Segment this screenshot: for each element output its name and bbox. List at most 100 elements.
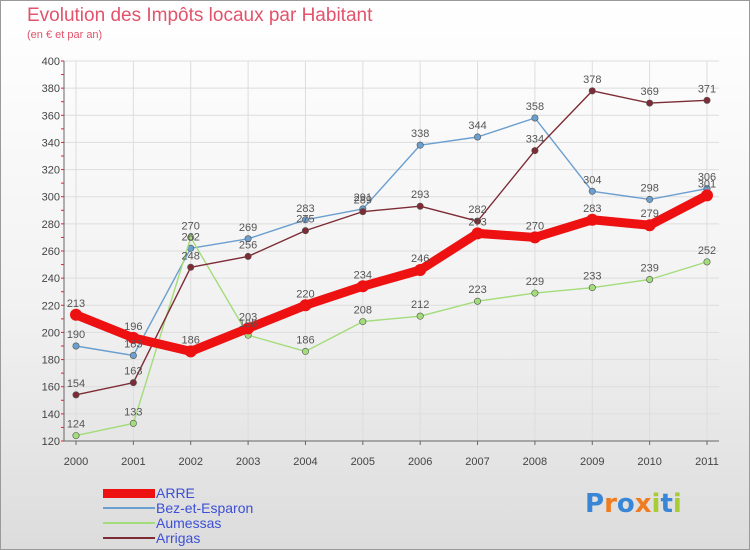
legend-label: Bez-et-Esparon	[156, 500, 254, 516]
data-label: 334	[526, 134, 544, 146]
data-point	[531, 147, 539, 155]
data-label: 291	[354, 192, 372, 204]
logo-letter: t	[660, 489, 673, 519]
series-line-0	[71, 190, 712, 356]
logo-letter: r	[604, 489, 617, 519]
data-label: 283	[296, 203, 314, 215]
data-point	[70, 308, 82, 321]
data-point	[301, 227, 309, 235]
data-label: 378	[583, 74, 601, 86]
legend-swatch	[103, 507, 155, 509]
y-axis-ticks: 120 140 160 180 200 220 240 260 280 300 320 340 360 3…	[42, 56, 60, 448]
x-tick-label: 2006	[408, 456, 432, 468]
y-tick-label: 200	[42, 327, 60, 339]
data-label: 198	[239, 318, 257, 330]
data-point	[356, 280, 369, 293]
y-tick-label: 340	[42, 137, 60, 149]
data-point	[129, 351, 137, 359]
data-label: 270	[526, 220, 544, 232]
x-tick-label: 2008	[523, 456, 547, 468]
data-point	[72, 342, 80, 350]
x-tick-label: 2011	[695, 456, 719, 468]
data-label: 208	[354, 305, 372, 317]
data-point	[474, 133, 482, 141]
y-tick-label: 360	[42, 110, 60, 122]
y-tick-label: 280	[42, 219, 60, 231]
axes	[61, 60, 719, 445]
y-tick-label: 180	[42, 355, 60, 367]
x-axis-ticks: 2000 2001 2002 2003 2004 2005 2006 2007 2008 2009…	[64, 456, 719, 468]
logo-letter: i	[651, 489, 661, 519]
data-point	[531, 289, 539, 297]
data-label: 248	[182, 250, 200, 262]
y-tick-label: 120	[42, 436, 60, 448]
data-label: 234	[354, 269, 372, 281]
data-label: 233	[583, 271, 601, 283]
data-point	[703, 96, 711, 104]
chart-subtitle: (en € et par an)	[27, 29, 103, 41]
data-point	[416, 202, 424, 210]
proxiti-logo: Proxiti	[585, 489, 682, 519]
data-point	[586, 213, 599, 226]
data-label: 344	[468, 120, 486, 132]
data-label: 154	[67, 378, 85, 390]
y-tick-label: 160	[42, 382, 60, 394]
data-label: 293	[411, 189, 429, 201]
data-point	[187, 263, 195, 271]
data-label: 190	[67, 329, 85, 341]
y-tick-label: 240	[42, 273, 60, 285]
y-tick-label: 140	[42, 409, 60, 421]
data-label: 283	[583, 203, 601, 215]
y-tick-label: 300	[42, 192, 60, 204]
data-label: 163	[124, 366, 142, 378]
data-point	[301, 216, 309, 224]
data-point	[588, 87, 596, 95]
series-line-2	[75, 236, 708, 437]
x-tick-label: 2009	[580, 456, 604, 468]
data-label: 246	[411, 253, 429, 265]
x-tick-label: 2002	[178, 456, 202, 468]
data-point	[471, 227, 484, 240]
data-point	[414, 264, 427, 276]
data-point	[528, 231, 541, 244]
y-tick-label: 320	[42, 165, 60, 177]
y-tick-label: 220	[42, 300, 60, 312]
data-point	[646, 99, 654, 107]
data-point	[531, 114, 539, 122]
logo-letter: x	[634, 489, 652, 519]
y-tick-label: 260	[42, 246, 60, 258]
data-label: 301	[698, 178, 716, 190]
legend-swatch	[103, 522, 155, 524]
data-label: 124	[67, 419, 85, 431]
data-point	[474, 217, 482, 225]
data-label: 289	[354, 195, 372, 207]
x-tick-label: 2000	[64, 456, 88, 468]
data-point	[127, 331, 140, 344]
data-point	[187, 233, 195, 241]
data-label: 223	[468, 284, 486, 296]
data-label: 282	[468, 204, 486, 216]
legend-label: Arrigas	[156, 530, 201, 546]
data-point	[244, 235, 252, 243]
data-label: 262	[182, 231, 200, 243]
legend-label: Aumessas	[156, 515, 222, 531]
data-point	[646, 275, 654, 283]
data-label: 369	[640, 86, 658, 98]
data-point	[588, 284, 596, 292]
logo-letter: i	[672, 489, 682, 519]
data-label: 275	[296, 214, 314, 226]
data-point	[242, 322, 255, 335]
data-label: 279	[640, 208, 658, 220]
data-point	[129, 419, 137, 427]
data-point	[643, 219, 656, 232]
logo-letter: o	[616, 489, 635, 519]
data-label: 212	[411, 299, 429, 311]
data-labels: 213 196 186 203 220 234 246 273 270 283 279 301 190 1…	[67, 74, 716, 431]
data-point	[588, 187, 596, 195]
x-tick-label: 2003	[236, 456, 260, 468]
data-label: 252	[698, 245, 716, 257]
data-label: 220	[296, 288, 314, 300]
data-label: 270	[182, 220, 200, 232]
